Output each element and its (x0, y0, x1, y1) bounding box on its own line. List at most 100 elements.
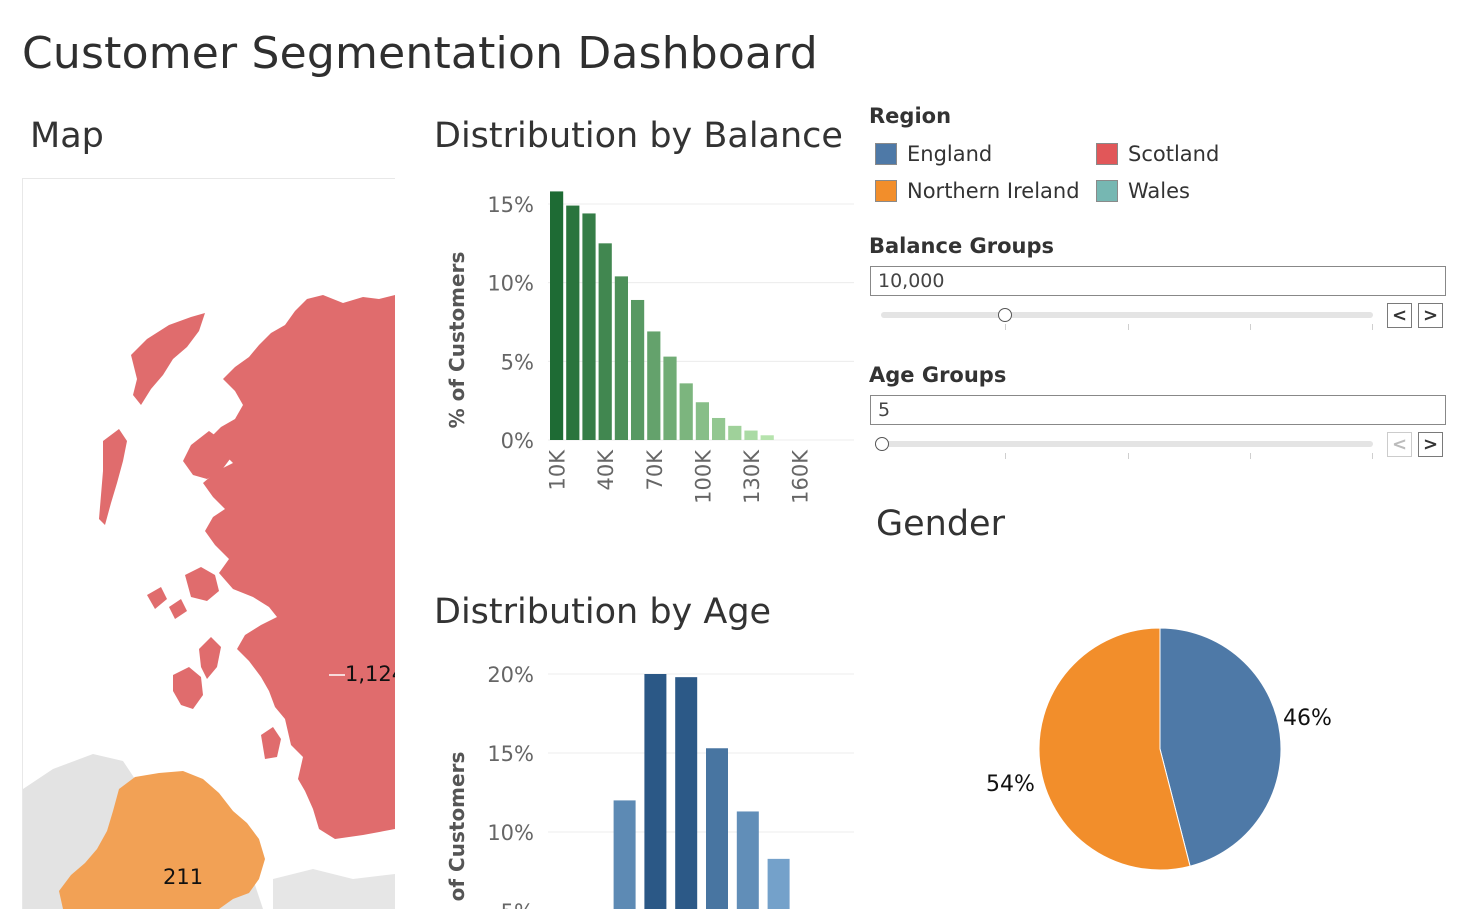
balance-bar[interactable] (679, 383, 693, 440)
balance-ytick-label: 0% (501, 429, 534, 453)
pie-label-male: 46% (1283, 706, 1332, 731)
balance-ytick-label: 15% (487, 193, 534, 217)
slider-tick (1005, 453, 1006, 459)
pie-label-female: 54% (986, 772, 1035, 797)
island-small-2 (169, 599, 187, 619)
northern-ireland-region (59, 771, 265, 909)
age-ytick-label: 15% (487, 742, 534, 766)
age-groups-title: Age Groups (869, 363, 1007, 387)
balance-ytick-label: 5% (501, 350, 534, 374)
age-chart[interactable]: 5% 10% 15% 20% % of Customers (434, 650, 854, 909)
balance-bar[interactable] (744, 430, 758, 440)
balance-chart-title: Distribution by Balance (434, 116, 843, 156)
island-mull (185, 567, 219, 601)
balance-xtick-label: 160K (789, 449, 813, 504)
legend-item-england[interactable]: England (875, 142, 992, 166)
legend-item-wales[interactable]: Wales (1096, 179, 1190, 203)
pie-slice-male[interactable] (1159, 627, 1282, 867)
balance-bar[interactable] (550, 191, 564, 440)
scotland-swatch (1096, 143, 1118, 165)
slider-tick (1372, 324, 1373, 330)
balance-groups-title: Balance Groups (869, 234, 1055, 258)
balance-groups-input[interactable]: 10,000 (870, 266, 1446, 296)
balance-groups-slider-thumb[interactable] (998, 308, 1012, 322)
slider-tick (1372, 453, 1373, 459)
gender-pie-svg[interactable] (1030, 620, 1290, 880)
region-map[interactable]: 1,124 211 (23, 179, 395, 909)
balance-bar[interactable] (582, 213, 596, 440)
northern-ireland-swatch (875, 180, 897, 202)
slider-tick (1128, 324, 1129, 330)
age-groups-input[interactable]: 5 (870, 395, 1446, 425)
pie-slice-female[interactable] (1038, 627, 1191, 871)
balance-bar[interactable] (566, 205, 580, 440)
balance-xtick-label: 70K (643, 449, 667, 491)
slider-tick (1250, 453, 1251, 459)
balance-xtick-label: 10K (546, 449, 570, 491)
balance-bar[interactable] (760, 435, 774, 440)
balance-groups-prev-button[interactable]: < (1387, 303, 1412, 328)
balance-groups-next-button[interactable]: > (1418, 303, 1443, 328)
balance-bar[interactable] (631, 299, 645, 440)
balance-xtick-label: 100K (691, 449, 715, 504)
age-groups-prev-button[interactable]: < (1387, 432, 1412, 457)
slider-tick (1250, 324, 1251, 330)
wales-swatch (1096, 180, 1118, 202)
gender-chart-title: Gender (876, 504, 1005, 544)
island-islay (173, 667, 203, 709)
legend-label-scotland: Scotland (1128, 142, 1220, 166)
age-chart-title: Distribution by Age (434, 592, 772, 632)
age-bar[interactable] (644, 674, 667, 909)
age-groups-next-button[interactable]: > (1418, 432, 1443, 457)
age-ytick-label: 20% (487, 663, 534, 687)
gender-chart[interactable] (1030, 620, 1290, 880)
balance-xtick-label: 130K (740, 449, 764, 504)
age-bar[interactable] (767, 858, 790, 909)
balance-bar[interactable] (614, 276, 628, 440)
age-chart-svg[interactable]: 5% 10% 15% 20% % of Customers (434, 650, 854, 909)
age-ytick-label: 10% (487, 821, 534, 845)
island-uist (99, 429, 127, 525)
map-title: Map (30, 116, 104, 156)
balance-bar[interactable] (598, 243, 612, 440)
map-view[interactable]: 1,124 211 (22, 178, 395, 909)
island-arran (261, 727, 281, 759)
island-jura (199, 637, 221, 679)
background-land-east (273, 869, 395, 909)
balance-y-axis-title: % of Customers (445, 252, 469, 429)
slider-tick (1005, 324, 1006, 330)
island-skye (183, 431, 233, 479)
balance-chart-svg[interactable]: 0% 5% 10% 15% % of Customers 10K 40K 70K 100K 130… (434, 180, 854, 520)
balance-bar[interactable] (647, 331, 661, 440)
balance-groups-slider-track[interactable] (881, 312, 1373, 318)
england-swatch (875, 143, 897, 165)
scotland-count-label: 1,124 (345, 662, 395, 686)
age-bar[interactable] (736, 811, 759, 909)
balance-bar[interactable] (695, 402, 709, 440)
legend-item-scotland[interactable]: Scotland (1096, 142, 1219, 166)
island-lewis (131, 313, 205, 405)
age-bar[interactable] (675, 677, 698, 909)
balance-xtick-label: 40K (594, 449, 618, 491)
northern-ireland-count-label: 211 (163, 865, 203, 889)
balance-bar[interactable] (728, 425, 742, 440)
age-bar[interactable] (706, 748, 728, 909)
scotland-region (203, 295, 395, 839)
balance-bar[interactable] (712, 417, 726, 440)
slider-tick (1128, 453, 1129, 459)
legend-label-wales: Wales (1128, 179, 1190, 203)
island-small-1 (147, 587, 167, 609)
legend-label-northern-ireland: Northern Ireland (907, 179, 1080, 203)
balance-bar[interactable] (663, 356, 677, 440)
dashboard-title: Customer Segmentation Dashboard (22, 28, 818, 79)
age-groups-slider-track[interactable] (881, 441, 1373, 447)
legend-label-england: England (907, 142, 993, 166)
age-bar[interactable] (613, 800, 636, 909)
age-y-axis-title: % of Customers (445, 752, 469, 909)
balance-ytick-label: 10% (487, 272, 534, 296)
legend-item-northern-ireland[interactable]: Northern Ireland (875, 179, 1080, 203)
age-ytick-label: 5% (501, 900, 534, 909)
age-groups-slider-thumb[interactable] (875, 437, 889, 451)
balance-chart[interactable]: 0% 5% 10% 15% % of Customers 10K 40K 70K 100K 130… (434, 180, 854, 520)
legend-title: Region (869, 104, 952, 128)
